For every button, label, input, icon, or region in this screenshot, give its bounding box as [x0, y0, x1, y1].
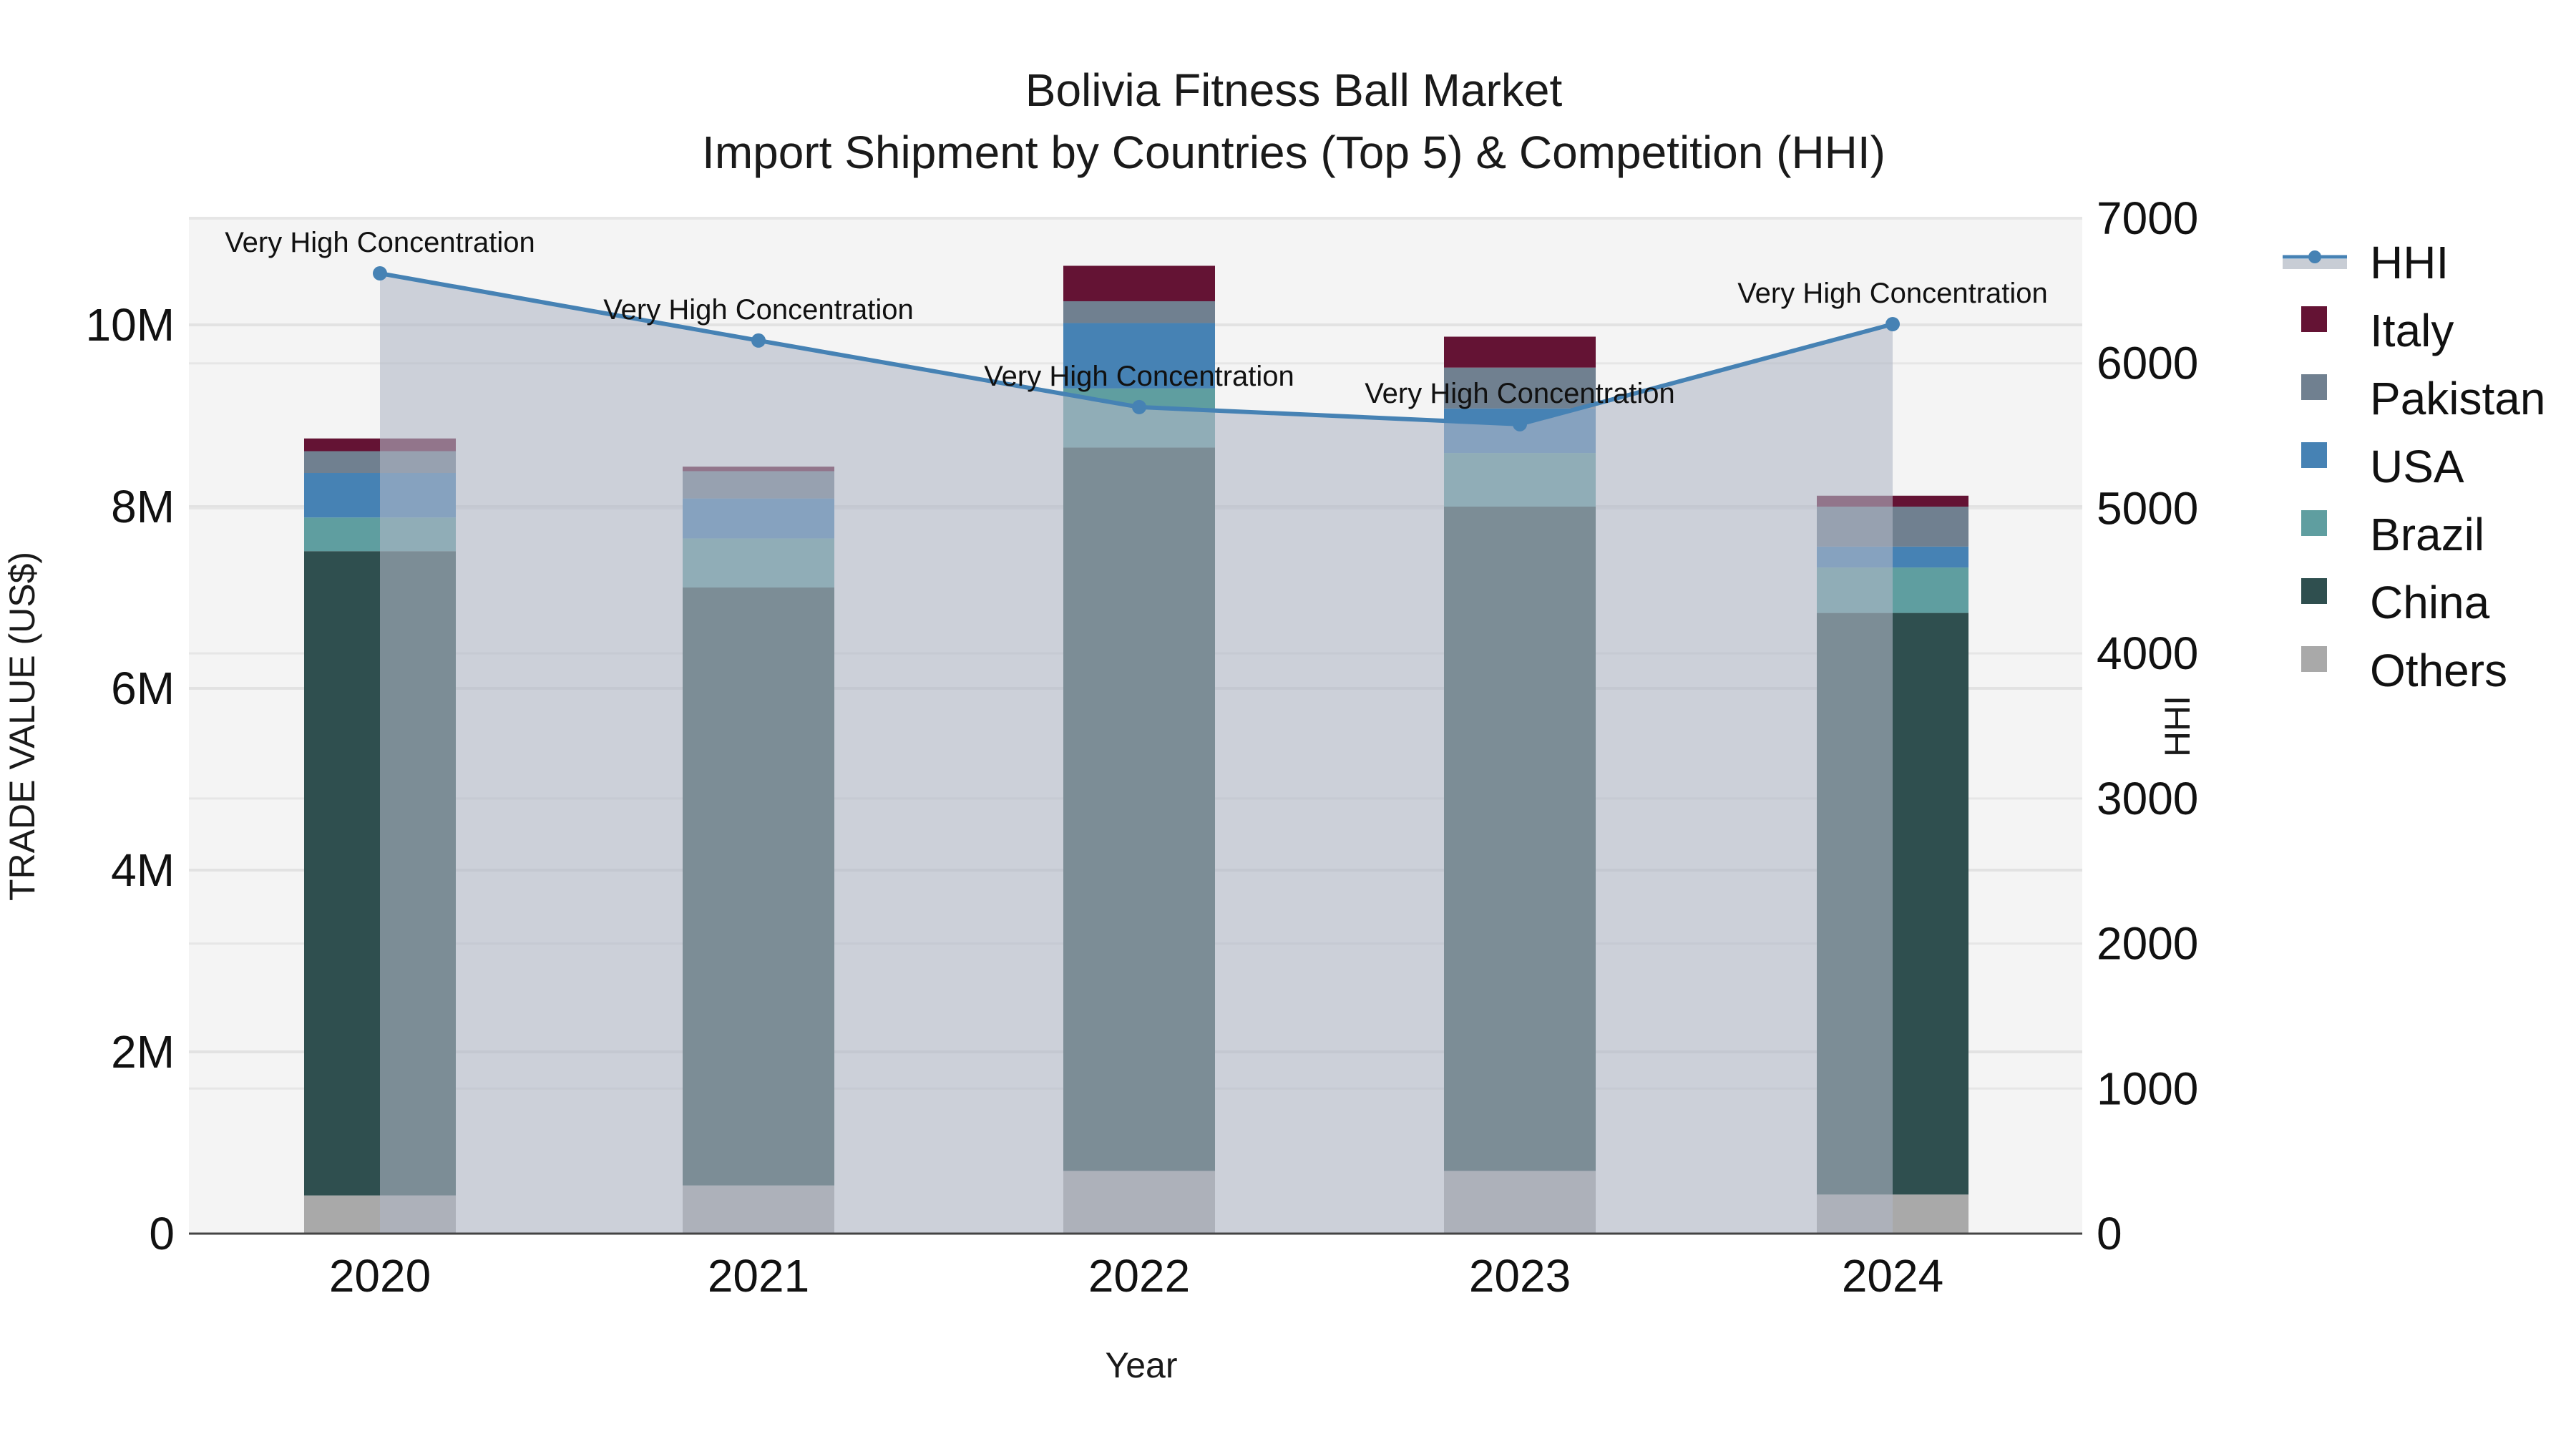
x-axis-title: Year: [1105, 1345, 1177, 1385]
hhi-point-2022[interactable]: [1132, 399, 1146, 414]
y2-tick-label: 4000: [2097, 628, 2198, 679]
bar-segment-italy[interactable]: [1063, 265, 1215, 301]
legend-item-hhi[interactable]: HHI: [2283, 237, 2449, 288]
swatch-legend-icon: [2301, 374, 2327, 400]
chart-subtitle: Import Shipment by Countries (Top 5) & C…: [702, 127, 1885, 178]
y2-tick-label: 0: [2097, 1208, 2122, 1259]
y-tick-label: 2M: [111, 1026, 175, 1078]
bar-segment-usa[interactable]: [1063, 323, 1215, 389]
x-tick-label: 2020: [329, 1250, 431, 1302]
swatch-legend-icon: [2301, 306, 2327, 332]
hhi-annotation: Very High Concentration: [225, 227, 535, 258]
y-tick-label: 8M: [111, 481, 175, 532]
swatch-legend-icon: [2301, 442, 2327, 468]
legend-item-brazil[interactable]: Brazil: [2301, 509, 2484, 560]
bar-segment-pakistan[interactable]: [1444, 367, 1596, 409]
hhi-line-series: [373, 266, 1900, 1234]
x-tick-label: 2023: [1469, 1250, 1571, 1302]
legend-item-italy[interactable]: Italy: [2301, 305, 2454, 356]
legend-label: Italy: [2370, 305, 2454, 356]
swatch-legend-icon: [2301, 646, 2327, 672]
legend-item-pakistan[interactable]: Pakistan: [2301, 373, 2545, 424]
y2-tick-label: 6000: [2097, 338, 2198, 389]
hhi-annotations: Very High Concentration Very High Concent…: [225, 227, 2048, 409]
y-tick-label: 10M: [86, 299, 175, 351]
hhi-point-2023[interactable]: [1513, 416, 1527, 431]
x-axis-ticks: 2020 2021 2022 2023 2024: [329, 1250, 1943, 1302]
y2-tick-label: 2000: [2097, 918, 2198, 970]
hhi-annotation: Very High Concentration: [1365, 378, 1675, 409]
swatch-legend-icon: [2301, 510, 2327, 536]
hhi-point-2024[interactable]: [1885, 316, 1900, 331]
hhi-point-2020[interactable]: [373, 266, 387, 281]
y-axis-left-ticks: 0 2M 4M 6M 8M 10M: [86, 299, 175, 1259]
y2-tick-label: 5000: [2097, 482, 2198, 534]
y-axis-right-ticks: 0 1000 2000 3000 4000 5000 6000 7000: [2097, 192, 2198, 1259]
legend-label: China: [2370, 577, 2490, 628]
hhi-annotation: Very High Concentration: [1737, 278, 2048, 309]
bar-segment-italy[interactable]: [1444, 336, 1596, 368]
legend: HHI Italy Pakistan USA Brazil China Others: [2283, 237, 2545, 696]
y2-tick-label: 3000: [2097, 773, 2198, 824]
x-tick-label: 2022: [1088, 1250, 1190, 1302]
hhi-area-fill: [380, 273, 1893, 1234]
bar-segment-pakistan[interactable]: [1063, 301, 1215, 323]
legend-item-usa[interactable]: USA: [2301, 441, 2464, 492]
marker-legend-icon: [2308, 250, 2321, 263]
hhi-point-2021[interactable]: [751, 333, 766, 348]
y-tick-label: 4M: [111, 844, 175, 896]
hhi-legend-fill-icon: [2283, 259, 2347, 269]
legend-label: Brazil: [2370, 509, 2484, 560]
hhi-annotation: Very High Concentration: [984, 361, 1294, 392]
y-axis-title: TRADE VALUE (US$): [2, 552, 42, 901]
legend-label: Pakistan: [2370, 373, 2545, 424]
hhi-annotation: Very High Concentration: [603, 294, 914, 326]
y-tick-label: 0: [149, 1208, 175, 1259]
legend-label: USA: [2370, 441, 2464, 492]
y2-tick-label: 7000: [2097, 192, 2198, 244]
x-tick-label: 2024: [1842, 1250, 1943, 1302]
legend-item-others[interactable]: Others: [2301, 645, 2507, 696]
legend-item-china[interactable]: China: [2301, 577, 2490, 628]
swatch-legend-icon: [2301, 578, 2327, 604]
chart-title: Bolivia Fitness Ball Market: [1025, 64, 1563, 116]
legend-label: HHI: [2370, 237, 2449, 288]
x-tick-label: 2021: [708, 1250, 809, 1302]
y2-axis-title: HHI: [2157, 696, 2197, 757]
y-tick-label: 6M: [111, 663, 175, 714]
y2-tick-label: 1000: [2097, 1063, 2198, 1114]
legend-label: Others: [2370, 645, 2507, 696]
